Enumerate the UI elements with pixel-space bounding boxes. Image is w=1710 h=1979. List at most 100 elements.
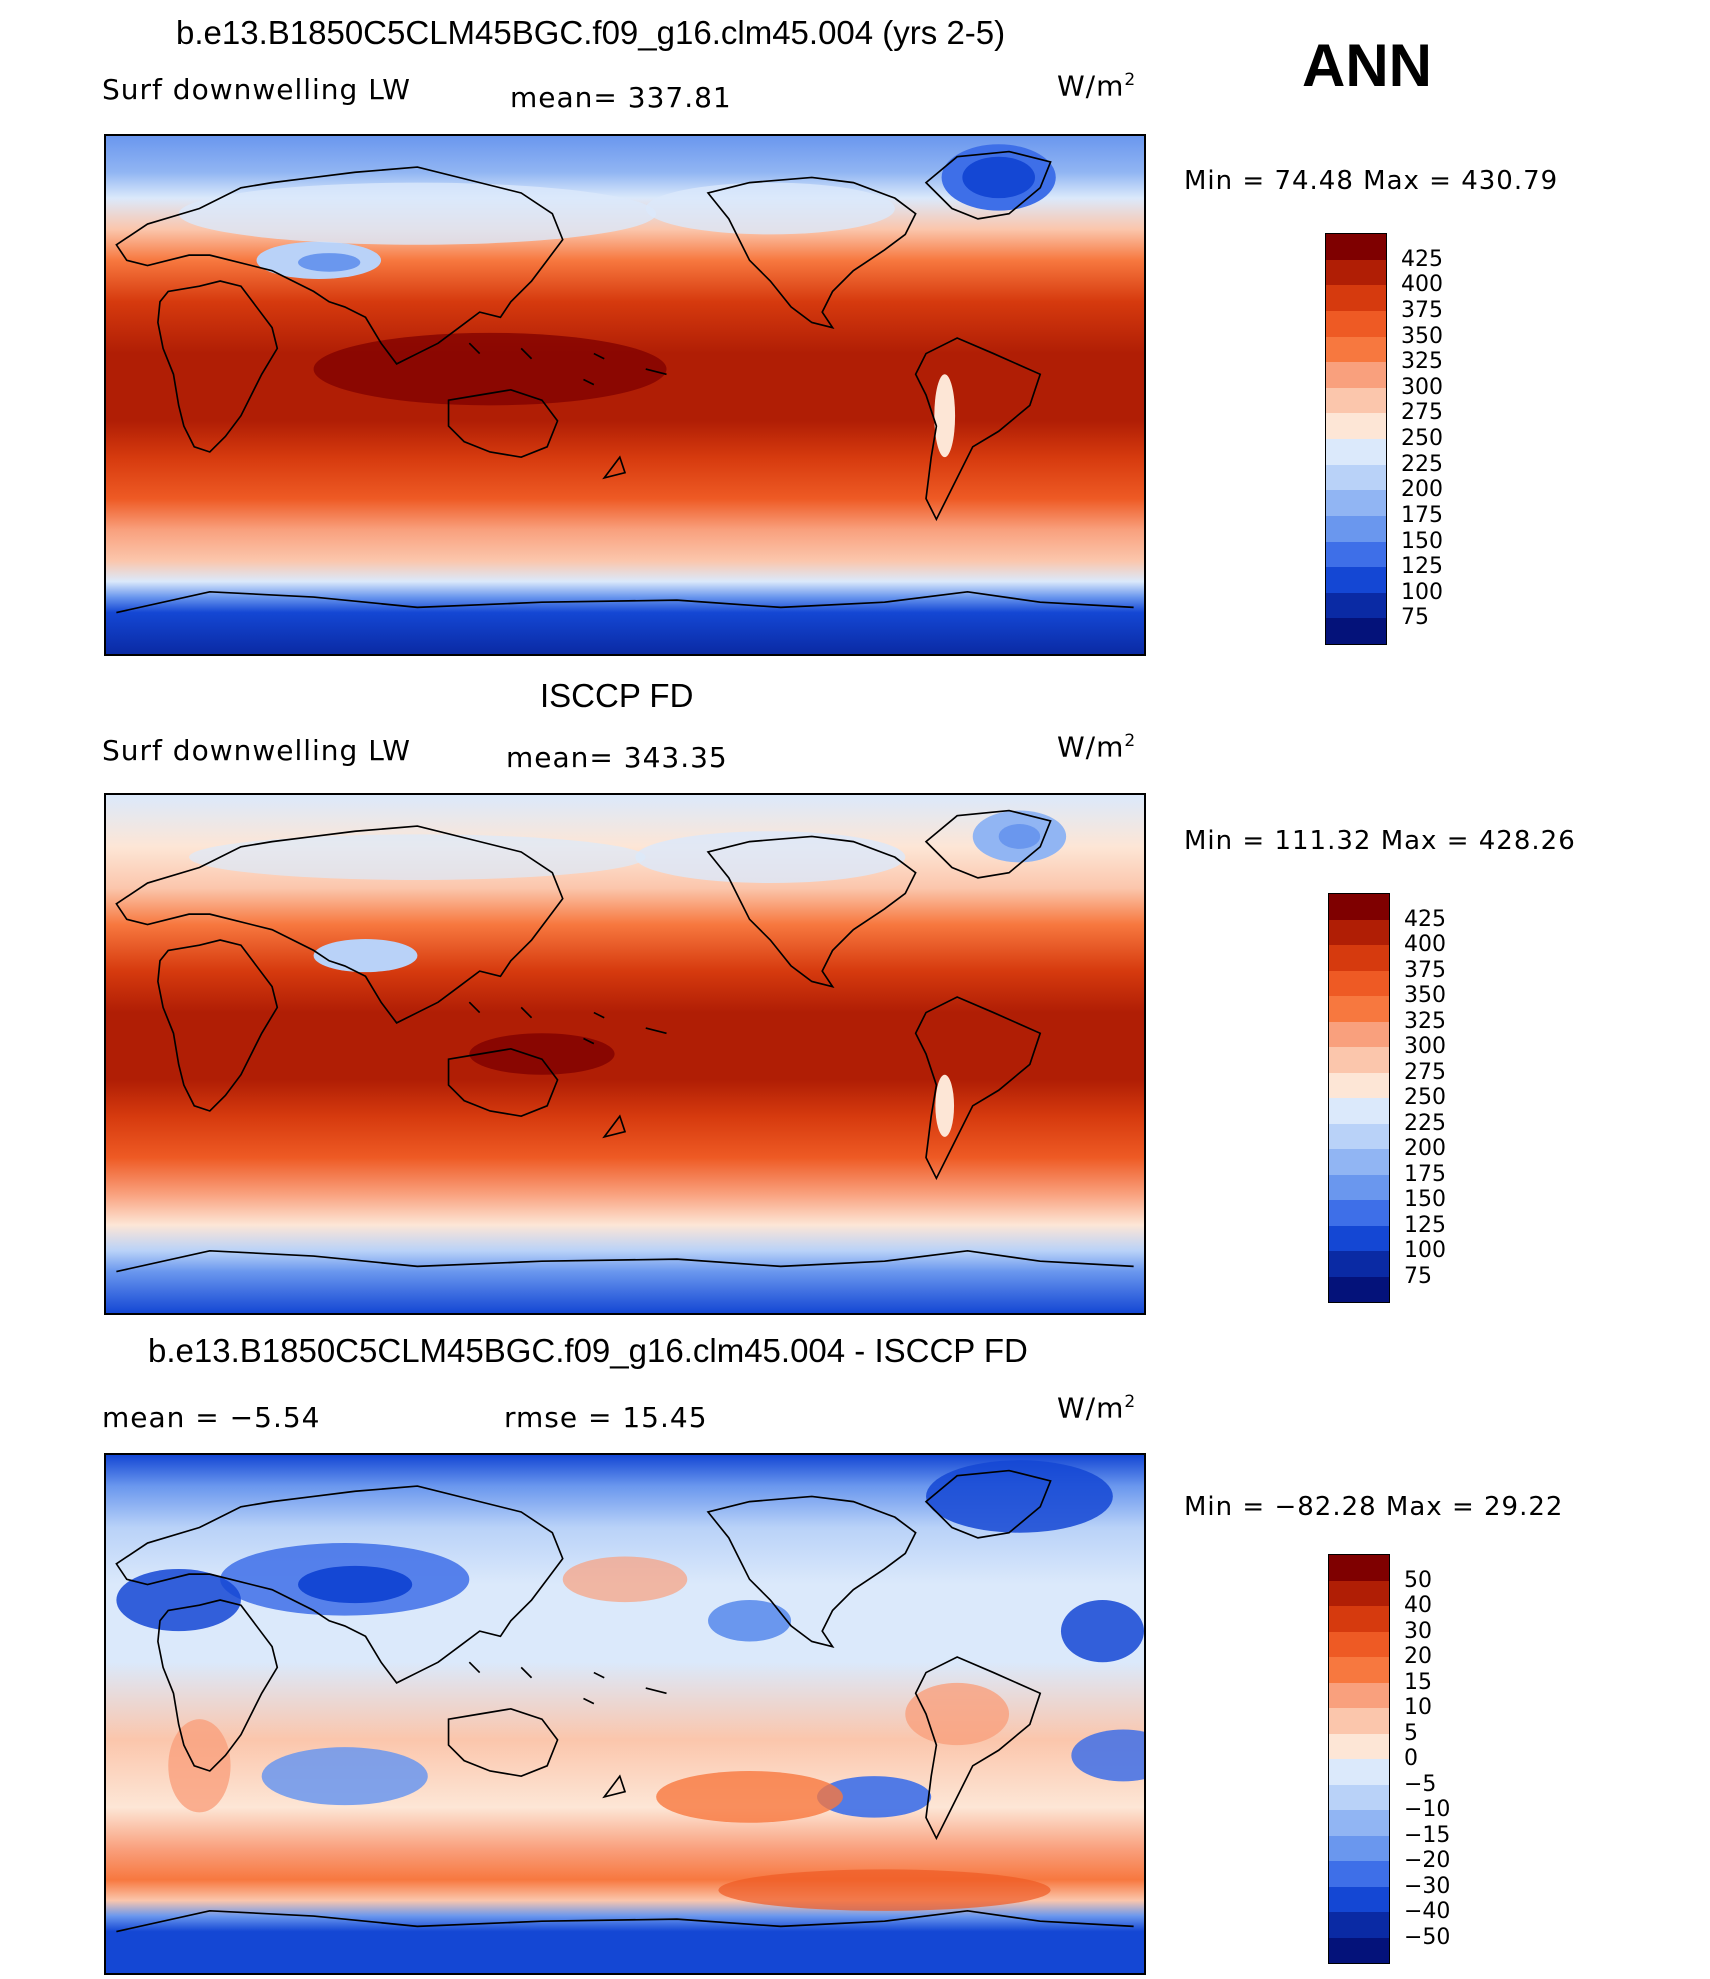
colorbar-tick-label: 75 <box>1401 605 1429 631</box>
colorbar-swatch <box>1326 490 1386 516</box>
colorbar-swatch <box>1329 1225 1389 1251</box>
panel-3-map-canvas <box>106 1455 1144 1973</box>
colorbar-tick-label: 0 <box>1404 1746 1418 1771</box>
colorbar-tick-label: 275 <box>1401 400 1443 426</box>
colorbar-swatch <box>1329 1021 1389 1047</box>
colorbar-swatch <box>1329 1810 1389 1836</box>
colorbar-tick-label: −5 <box>1404 1771 1437 1797</box>
colorbar-swatch <box>1329 1912 1389 1938</box>
colorbar-tick-label: 325 <box>1401 349 1443 375</box>
panel-2-variable-label: Surf downwelling LW <box>102 734 411 767</box>
colorbar-swatch <box>1326 362 1386 388</box>
colorbar-swatch <box>1329 1555 1389 1581</box>
colorbar-tick-label: −15 <box>1404 1822 1451 1848</box>
colorbar-tick-label: 150 <box>1404 1187 1446 1212</box>
colorbar-tick-label: 350 <box>1404 983 1446 1008</box>
panel-2-map <box>104 793 1146 1315</box>
colorbar-tick-label: 150 <box>1401 528 1443 554</box>
colorbar-tick-label: 300 <box>1404 1034 1446 1059</box>
panel-3-units: W/m2 <box>1057 1391 1137 1425</box>
colorbar-swatch <box>1326 234 1386 260</box>
colorbar-swatch <box>1326 336 1386 363</box>
colorbar-tick-label: 30 <box>1404 1618 1432 1644</box>
colorbar-swatch <box>1326 285 1386 311</box>
colorbar-tick-label: 300 <box>1401 374 1443 400</box>
panel-2-colorbar <box>1328 893 1390 1303</box>
colorbar-tick-label: 75 <box>1404 1263 1432 1289</box>
colorbar-swatch <box>1326 567 1386 593</box>
colorbar-tick-label: 10 <box>1404 1695 1432 1720</box>
colorbar-swatch <box>1326 541 1386 568</box>
colorbar-swatch <box>1329 1276 1389 1302</box>
colorbar-tick-label: 350 <box>1401 323 1443 349</box>
colorbar-swatch <box>1326 413 1386 439</box>
colorbar-swatch <box>1329 1861 1389 1887</box>
colorbar-tick-label: 100 <box>1401 579 1443 605</box>
colorbar-swatch <box>1329 1149 1389 1175</box>
colorbar-tick-label: 225 <box>1404 1110 1446 1136</box>
colorbar-tick-label: 250 <box>1401 426 1443 451</box>
colorbar-swatch <box>1329 1251 1389 1277</box>
colorbar-tick-label: −10 <box>1404 1797 1451 1822</box>
season-label: ANN <box>1302 32 1432 99</box>
colorbar-tick-label: 275 <box>1404 1059 1446 1085</box>
colorbar-tick-label: 175 <box>1404 1161 1446 1187</box>
panel-3-minmax: Min = −82.28 Max = 29.22 <box>1184 1492 1564 1522</box>
colorbar-tick-label: 200 <box>1404 1136 1446 1161</box>
panel-3-title: b.e13.B1850C5CLM45BGC.f09_g16.clm45.004 … <box>148 1332 1028 1369</box>
panel-1-minmax: Min = 74.48 Max = 430.79 <box>1184 166 1559 196</box>
colorbar-swatch <box>1329 1886 1389 1912</box>
colorbar-tick-label: 200 <box>1401 477 1443 503</box>
colorbar-swatch <box>1329 919 1389 945</box>
colorbar-tick-label: 100 <box>1404 1238 1446 1263</box>
colorbar-swatch <box>1329 1784 1389 1810</box>
panel-1-colorbar <box>1325 233 1387 645</box>
colorbar-swatch <box>1326 259 1386 286</box>
colorbar-swatch <box>1326 439 1386 465</box>
colorbar-swatch <box>1329 1835 1389 1861</box>
colorbar-swatch <box>1326 515 1386 542</box>
panel-1-units: W/m2 <box>1057 69 1137 103</box>
colorbar-swatch <box>1329 1123 1389 1149</box>
colorbar-tick-label: −50 <box>1404 1924 1451 1950</box>
panel-2-map-canvas <box>106 795 1144 1313</box>
colorbar-tick-label: 125 <box>1401 554 1443 580</box>
colorbar-swatch <box>1329 1606 1389 1632</box>
colorbar-swatch <box>1329 1759 1389 1785</box>
colorbar-tick-label: 400 <box>1401 272 1443 298</box>
colorbar-tick-label: −20 <box>1404 1848 1451 1873</box>
colorbar-tick-label: 375 <box>1401 297 1443 323</box>
colorbar-swatch <box>1329 945 1389 971</box>
colorbar-swatch <box>1329 1733 1389 1759</box>
colorbar-tick-label: 20 <box>1404 1644 1432 1669</box>
colorbar-swatch <box>1326 464 1386 491</box>
colorbar-swatch <box>1329 1047 1389 1073</box>
colorbar-swatch <box>1329 1580 1389 1606</box>
colorbar-swatch <box>1329 1200 1389 1226</box>
colorbar-tick-label: 5 <box>1404 1720 1418 1746</box>
colorbar-tick-label: 225 <box>1401 451 1443 477</box>
panel-1-title: b.e13.B1850C5CLM45BGC.f09_g16.clm45.004 … <box>176 14 1006 51</box>
colorbar-swatch <box>1329 1072 1389 1098</box>
panel-3-map <box>104 1453 1146 1975</box>
colorbar-tick-label: 15 <box>1404 1669 1432 1695</box>
colorbar-swatch <box>1329 1682 1389 1708</box>
panel-3-colorbar <box>1328 1554 1390 1964</box>
colorbar-tick-label: 325 <box>1404 1008 1446 1034</box>
colorbar-swatch <box>1326 387 1386 414</box>
colorbar-tick-label: 425 <box>1404 906 1446 932</box>
panel-1-map-canvas <box>106 136 1144 654</box>
colorbar-tick-label: 40 <box>1404 1593 1432 1618</box>
colorbar-tick-label: 175 <box>1401 502 1443 528</box>
colorbar-swatch <box>1329 1657 1389 1683</box>
panel-3-rmse-label: rmse = 15.45 <box>504 1401 708 1434</box>
colorbar-swatch <box>1329 1937 1389 1963</box>
colorbar-tick-label: 250 <box>1404 1085 1446 1110</box>
colorbar-swatch <box>1329 894 1389 920</box>
colorbar-swatch <box>1326 310 1386 337</box>
colorbar-swatch <box>1329 970 1389 996</box>
colorbar-swatch <box>1329 1098 1389 1124</box>
colorbar-swatch <box>1329 996 1389 1022</box>
colorbar-tick-label: 425 <box>1401 246 1443 272</box>
